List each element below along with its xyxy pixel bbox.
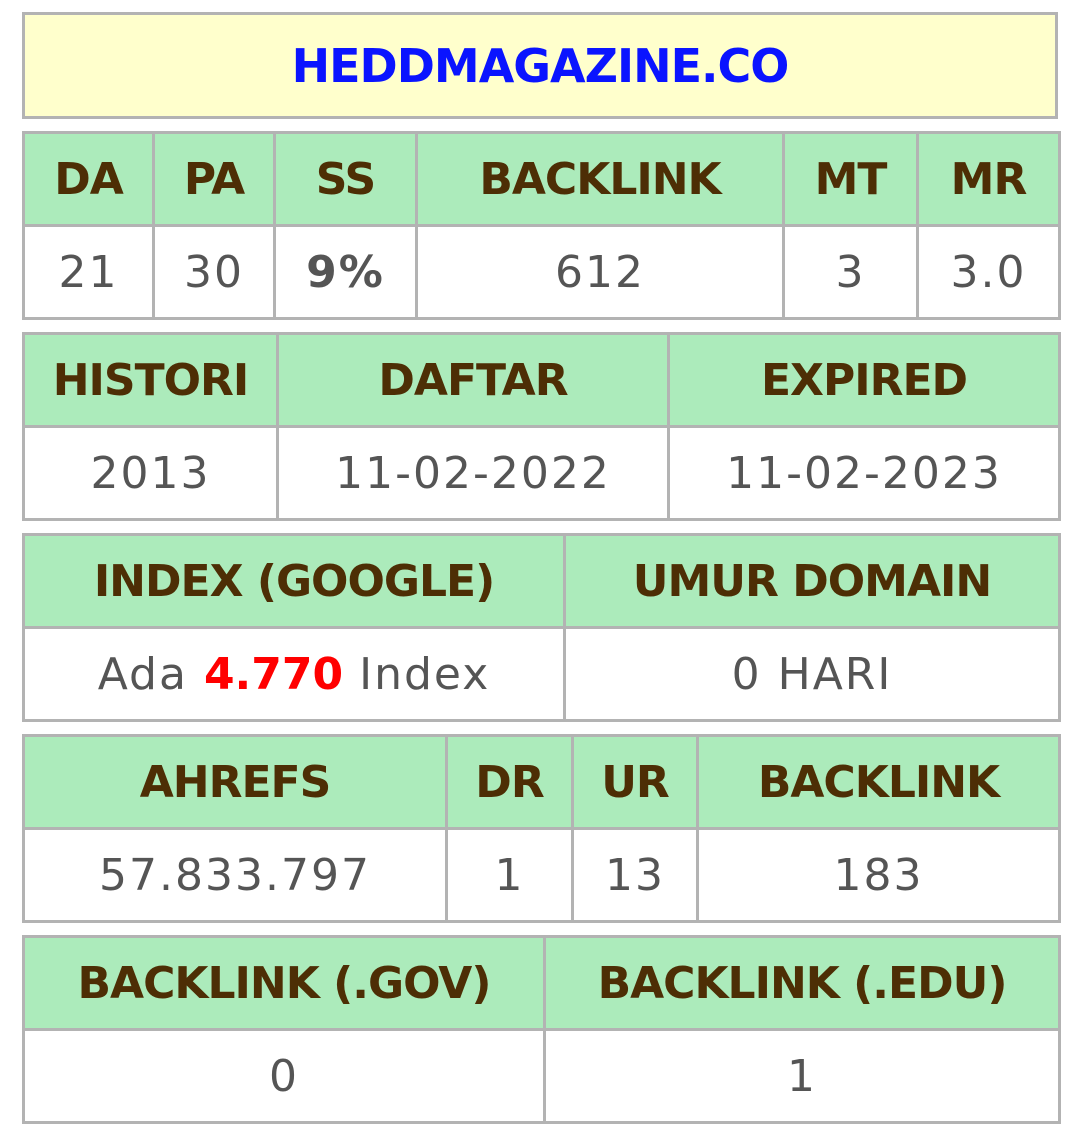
- domain-title: HEDDMAGAZINE.CO: [291, 38, 790, 93]
- header-ahrefs: AHREFS: [22, 734, 448, 830]
- domain-title-box: HEDDMAGAZINE.CO: [22, 12, 1058, 119]
- moz-metrics-table: DA PA SS BACKLINK MT MR 21 30 9% 612 3 3…: [22, 131, 1061, 320]
- value-ur: 13: [571, 827, 699, 923]
- header-ur: UR: [571, 734, 699, 830]
- index-table: INDEX (GOOGLE) UMUR DOMAIN Ada 4.770 Ind…: [22, 533, 1061, 722]
- index-count: 4.770: [203, 648, 344, 700]
- value-da: 21: [22, 224, 155, 320]
- header-pa: PA: [152, 131, 276, 227]
- value-backlink-gov: 0: [22, 1028, 546, 1124]
- value-index-google: Ada 4.770 Index: [22, 626, 566, 722]
- header-backlink-gov: BACKLINK (.GOV): [22, 935, 546, 1031]
- ahrefs-table: AHREFS DR UR BACKLINK 57.833.797 1 13 18…: [22, 734, 1061, 923]
- header-ss: SS: [273, 131, 418, 227]
- header-ahrefs-backlink: BACKLINK: [696, 734, 1061, 830]
- header-histori: HISTORI: [22, 332, 279, 428]
- value-ahrefs-rank: 57.833.797: [22, 827, 448, 923]
- header-index-google: INDEX (GOOGLE): [22, 533, 566, 629]
- history-table: HISTORI DAFTAR EXPIRED 2013 11-02-2022 1…: [22, 332, 1061, 521]
- value-daftar: 11-02-2022: [276, 425, 670, 521]
- header-mt: MT: [782, 131, 919, 227]
- header-umur-domain: UMUR DOMAIN: [563, 533, 1061, 629]
- value-umur-domain: 0 HARI: [563, 626, 1061, 722]
- header-daftar: DAFTAR: [276, 332, 670, 428]
- value-ahrefs-backlink: 183: [696, 827, 1061, 923]
- index-suffix: Index: [359, 648, 491, 700]
- value-histori: 2013: [22, 425, 279, 521]
- value-mr: 3.0: [916, 224, 1061, 320]
- value-backlink: 612: [415, 224, 785, 320]
- value-expired: 11-02-2023: [667, 425, 1061, 521]
- value-dr: 1: [445, 827, 574, 923]
- index-prefix: Ada: [97, 648, 188, 700]
- value-mt: 3: [782, 224, 919, 320]
- header-dr: DR: [445, 734, 574, 830]
- value-ss: 9%: [273, 224, 418, 320]
- header-da: DA: [22, 131, 155, 227]
- value-backlink-edu: 1: [543, 1028, 1061, 1124]
- header-backlink-edu: BACKLINK (.EDU): [543, 935, 1061, 1031]
- header-expired: EXPIRED: [667, 332, 1061, 428]
- header-backlink: BACKLINK: [415, 131, 785, 227]
- special-backlink-table: BACKLINK (.GOV) BACKLINK (.EDU) 0 1: [22, 935, 1061, 1124]
- header-mr: MR: [916, 131, 1061, 227]
- value-pa: 30: [152, 224, 276, 320]
